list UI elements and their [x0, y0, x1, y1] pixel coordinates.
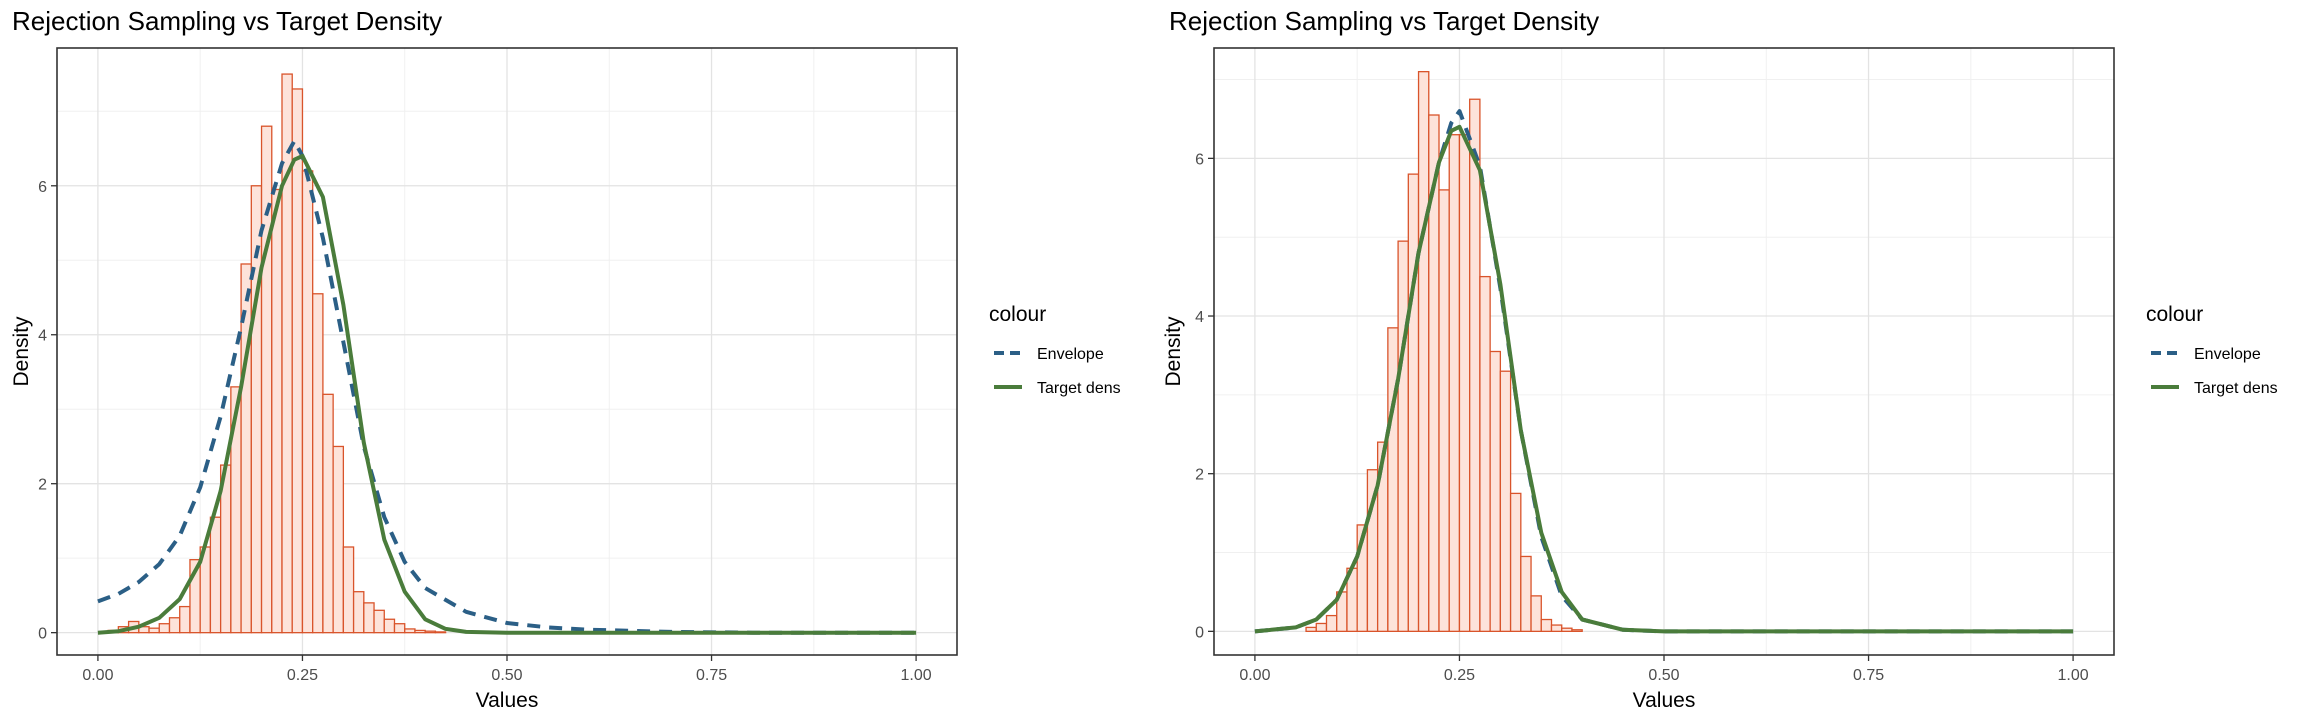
x-axis-title: Values [476, 689, 539, 712]
histogram-bar [1479, 275, 1491, 633]
histogram-bar [1509, 492, 1522, 633]
histogram-bar [301, 170, 314, 634]
histogram-bars [107, 73, 447, 634]
y-tick-label: 2 [38, 477, 47, 494]
histogram-bar [352, 591, 365, 634]
histogram-bar [1499, 370, 1512, 633]
x-tick-label: 0.25 [1444, 667, 1475, 684]
target-density-curve [97, 154, 917, 635]
histogram-bar [1469, 98, 1481, 633]
y-tick-label: 2 [1195, 467, 1204, 484]
histogram-bar [1550, 624, 1563, 633]
histogram-bar [342, 546, 355, 634]
histogram-bar [291, 88, 304, 634]
axes: 0.00 0.25 0.50 0.75 1.00 0 2 4 6 [38, 179, 932, 684]
histogram-bar [1407, 173, 1420, 633]
histogram-bar [148, 627, 160, 634]
legend-title: colour [989, 303, 1046, 326]
y-tick-label: 0 [1195, 624, 1204, 641]
histogram-bar [1325, 614, 1338, 633]
y-tick-label: 4 [38, 328, 47, 345]
histogram-bar [1417, 70, 1430, 633]
histogram-bar [1489, 350, 1502, 633]
histogram-bar [383, 618, 396, 634]
histogram-bar [271, 188, 283, 634]
legend: colour Envelope Target dens [2146, 303, 2278, 397]
x-axis-title: Values [1633, 689, 1696, 712]
y-axis-title: Density [10, 316, 33, 387]
legend: colour Envelope Target dens [989, 303, 1121, 397]
target-density-curve [1254, 124, 2074, 634]
y-tick-label: 6 [1195, 151, 1204, 168]
axes: 0.00 0.25 0.50 0.75 1.00 0 2 4 6 [1195, 151, 2089, 684]
histogram-bar [260, 125, 273, 634]
x-tick-label: 0.00 [1239, 667, 1270, 684]
envelope-curve [97, 139, 917, 635]
x-tick-label: 0.00 [82, 667, 113, 684]
y-tick-label: 4 [1195, 309, 1204, 326]
histogram-bar [209, 516, 222, 634]
x-tick-label: 0.75 [696, 667, 727, 684]
histogram-bar [1438, 189, 1450, 633]
histogram-bar [1387, 327, 1399, 633]
legend-title: colour [2146, 303, 2203, 326]
histogram-bar [1520, 555, 1532, 633]
histogram-bar [414, 629, 426, 634]
chart-svg-left: 0.00 0.25 0.50 0.75 1.00 0 2 4 6 Rejection Sampli… [10, 6, 1121, 712]
chart-svg-right: 0.00 0.25 0.50 0.75 1.00 0 2 4 6 Rejection Sampli… [1162, 6, 2278, 712]
x-tick-label: 0.75 [1853, 667, 1884, 684]
histogram-bar [434, 631, 447, 634]
legend-label: Target dens [2194, 380, 2278, 397]
x-tick-label: 0.50 [1648, 667, 1679, 684]
x-tick-label: 1.00 [2058, 667, 2089, 684]
chart-title: Rejection Sampling vs Target Density [1169, 6, 1599, 36]
legend-label: Target dens [1037, 380, 1121, 397]
x-tick-label: 0.50 [491, 667, 522, 684]
x-tick-label: 0.25 [287, 667, 318, 684]
histogram-bar [363, 602, 375, 634]
histogram-bar [332, 445, 345, 634]
histogram-bar [1571, 629, 1583, 633]
histogram-bar [1315, 622, 1328, 633]
y-tick-label: 6 [38, 179, 47, 196]
x-tick-label: 1.00 [901, 667, 932, 684]
histogram-bar [179, 605, 191, 634]
histogram-bar [1530, 595, 1542, 633]
legend-label: Envelope [1037, 346, 1104, 363]
legend-label: Envelope [2194, 346, 2261, 363]
histogram-bar [1540, 618, 1553, 633]
histogram-bar [1448, 134, 1461, 633]
histogram-bar [1458, 134, 1471, 633]
histogram-bar [373, 609, 385, 634]
histogram-bar [1397, 240, 1409, 633]
histogram-bar [158, 623, 171, 634]
histogram-bar [168, 617, 181, 634]
histogram-bar [393, 623, 406, 634]
chart-panel-left: 0.00 0.25 0.50 0.75 1.00 0 2 4 6 Rejection Sampli… [10, 6, 1121, 712]
grid-lines [1214, 48, 2114, 655]
histogram-bar [322, 393, 334, 634]
histogram-bar [404, 628, 416, 634]
histogram-bar [1561, 627, 1573, 633]
y-tick-label: 0 [38, 626, 47, 643]
histogram-bar [424, 630, 437, 634]
y-axis-title: Density [1162, 316, 1185, 387]
histogram-bars [1305, 70, 1583, 633]
histogram-bar [312, 293, 324, 634]
histogram-bar [1305, 626, 1317, 633]
histogram-bar [281, 73, 293, 634]
chart-panel-right: 0.00 0.25 0.50 0.75 1.00 0 2 4 6 Rejection Sampli… [1152, 0, 2304, 720]
chart-title: Rejection Sampling vs Target Density [12, 6, 442, 36]
